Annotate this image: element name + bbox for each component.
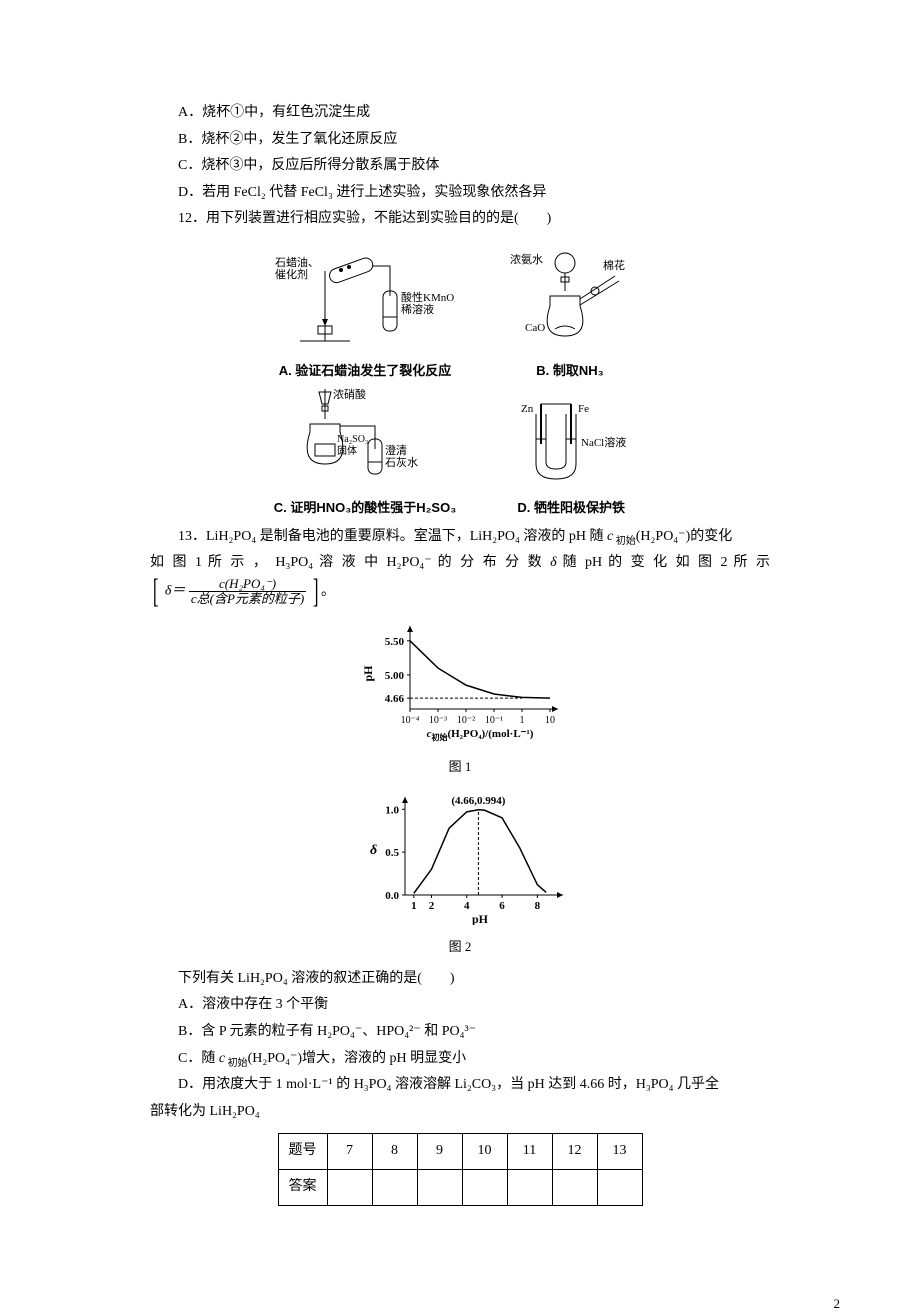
document-page: A．烧杯①中，有红色沉淀生成 B．烧杯②中，发生了氧化还原反应 C．烧杯③中，反… <box>0 0 920 1266</box>
q12-figure-block: 石蜡油、 催化剂 酸性KMnO₄ 稀溶液 A. 验证石蜡油发生了裂化反应 <box>150 241 770 518</box>
apparatus-b-icon: 浓氨水 棉花 CaO <box>495 241 645 351</box>
q13-stem-formula: [ δ＝ c(H₂PO₄⁻) c总(含P元素的粒子) ]。 <box>150 577 770 607</box>
svg-text:浓氨水: 浓氨水 <box>510 253 543 266</box>
q12-caption-a: A. 验证石蜡油发生了裂化反应 <box>275 362 455 380</box>
svg-text:0.0: 0.0 <box>385 890 399 902</box>
svg-text:棉花: 棉花 <box>603 258 625 272</box>
svg-text:1.0: 1.0 <box>385 804 399 816</box>
svg-text:5.50: 5.50 <box>385 636 405 648</box>
svg-text:2: 2 <box>429 900 435 912</box>
svg-text:石灰水: 石灰水 <box>385 455 418 469</box>
q12-device-c: 浓硝酸 Na₂SO₃ 固体 澄清 石灰水 C. 证明HNO₃的酸性强于H₂SO₃ <box>274 384 456 518</box>
q12-device-b: 浓氨水 棉花 CaO B. 制取NH₃ <box>495 241 645 380</box>
q13-stem-line1: 13．LiH₂PO₄ 是制备电池的重要原料。室温下，LiH₂PO₄ 溶液的 pH… <box>150 524 770 551</box>
q11-option-a: A．烧杯①中，有红色沉淀生成 <box>150 100 770 127</box>
svg-text:δ: δ <box>370 843 377 858</box>
q12-caption-b: B. 制取NH₃ <box>495 362 645 380</box>
page-number: 2 <box>0 1266 920 1312</box>
q12-caption-c: C. 证明HNO₃的酸性强于H₂SO₃ <box>274 499 456 517</box>
svg-text:10⁻¹: 10⁻¹ <box>485 715 503 726</box>
svg-text:4: 4 <box>464 900 470 912</box>
apparatus-d-icon: Zn Fe NaCl溶液 <box>496 384 646 489</box>
svg-text:10: 10 <box>545 715 555 726</box>
q12-device-d: Zn Fe NaCl溶液 D. 牺牲阳极保护铁 <box>496 384 646 518</box>
table-row: 题号 7 8 9 10 11 12 13 <box>278 1134 642 1170</box>
q11-option-b: B．烧杯②中，发生了氧化还原反应 <box>150 127 770 154</box>
svg-text:pH: pH <box>472 912 489 925</box>
q13-stem-line2: 如 图 1 所 示 ， H₃PO₄ 溶 液 中 H₂PO₄⁻ 的 分 布 分 数… <box>150 550 770 577</box>
svg-text:酸性KMnO₄: 酸性KMnO₄ <box>401 290 455 304</box>
q12-device-a: 石蜡油、 催化剂 酸性KMnO₄ 稀溶液 A. 验证石蜡油发生了裂化反应 <box>275 241 455 380</box>
svg-text:6: 6 <box>499 900 505 912</box>
svg-text:NaCl溶液: NaCl溶液 <box>581 435 626 449</box>
svg-text:CaO: CaO <box>525 322 545 334</box>
q13-option-c: C．随 c 初始(H₂PO₄⁻)增大，溶液的 pH 明显变小 <box>150 1046 770 1073</box>
apparatus-a-icon: 石蜡油、 催化剂 酸性KMnO₄ 稀溶液 <box>275 241 455 351</box>
svg-text:浓硝酸: 浓硝酸 <box>333 387 366 401</box>
q13-option-b: B．含 P 元素的粒子有 H₂PO₄⁻、HPO₄²⁻ 和 PO₄³⁻ <box>150 1019 770 1046</box>
apparatus-c-icon: 浓硝酸 Na₂SO₃ 固体 澄清 石灰水 <box>275 384 455 489</box>
svg-text:Na₂SO₃: Na₂SO₃ <box>337 434 368 445</box>
q13-option-d-line1: D．用浓度大于 1 mol·L⁻¹ 的 H₃PO₄ 溶液溶解 Li₂CO₃，当 … <box>150 1072 770 1099</box>
svg-text:4.66: 4.66 <box>385 693 405 705</box>
q12-stem: 12．用下列装置进行相应实验，不能达到实验目的的是( ) <box>150 206 770 233</box>
chart-2: 1.0 0.5 0.0 12 4 6 8 (4.66,0.994) δ pH <box>345 780 575 925</box>
svg-text:10⁻⁴: 10⁻⁴ <box>401 715 420 726</box>
svg-text:10⁻²: 10⁻² <box>457 715 475 726</box>
svg-text:催化剂: 催化剂 <box>275 267 308 281</box>
q11-option-c: C．烧杯③中，反应后所得分散系属于胶体 <box>150 153 770 180</box>
svg-text:(4.66,0.994): (4.66,0.994) <box>451 794 505 806</box>
svg-text:10⁻³: 10⁻³ <box>429 715 447 726</box>
svg-text:澄清: 澄清 <box>385 443 407 457</box>
svg-text:Fe: Fe <box>578 403 589 415</box>
svg-text:0.5: 0.5 <box>385 847 399 859</box>
q13-sub-stem: 下列有关 LiH₂PO₄ 溶液的叙述正确的是( ) <box>150 966 770 993</box>
svg-text:稀溶液: 稀溶液 <box>401 302 434 316</box>
q12-caption-d: D. 牺牲阳极保护铁 <box>496 499 646 517</box>
svg-text:1: 1 <box>411 900 417 912</box>
fraction: c(H₂PO₄⁻) c总(含P元素的粒子) <box>189 577 306 607</box>
svg-text:石蜡油、: 石蜡油、 <box>275 255 319 269</box>
svg-text:固体: 固体 <box>337 445 357 457</box>
answer-table: 题号 7 8 9 10 11 12 13 答案 <box>278 1133 643 1205</box>
svg-text:1: 1 <box>520 715 525 726</box>
chart2-title: 图 2 <box>150 935 770 960</box>
svg-text:pH: pH <box>361 665 375 682</box>
chart-1: 5.50 5.00 4.66 10⁻⁴ 10⁻³ 10⁻² 10⁻¹ 1 10 pH c初始(H₂P… <box>345 614 575 744</box>
svg-text:8: 8 <box>535 900 541 912</box>
svg-text:c初始(H₂PO₄)/(mol·L⁻¹): c初始(H₂PO₄)/(mol·L⁻¹) <box>427 728 534 742</box>
table-row: 答案 <box>278 1170 642 1206</box>
q13-charts: 5.50 5.00 4.66 10⁻⁴ 10⁻³ 10⁻² 10⁻¹ 1 10 pH c初始(H₂P… <box>150 614 770 960</box>
svg-text:5.00: 5.00 <box>385 670 405 682</box>
q13-option-d-line2: 部转化为 LiH₂PO₄ <box>150 1099 770 1126</box>
q13-option-a: A．溶液中存在 3 个平衡 <box>150 992 770 1019</box>
q11-option-d: D．若用 FeCl₂ 代替 FeCl₃ 进行上述实验，实验现象依然各异 <box>150 180 770 207</box>
chart1-title: 图 1 <box>150 755 770 780</box>
svg-text:Zn: Zn <box>521 403 534 415</box>
